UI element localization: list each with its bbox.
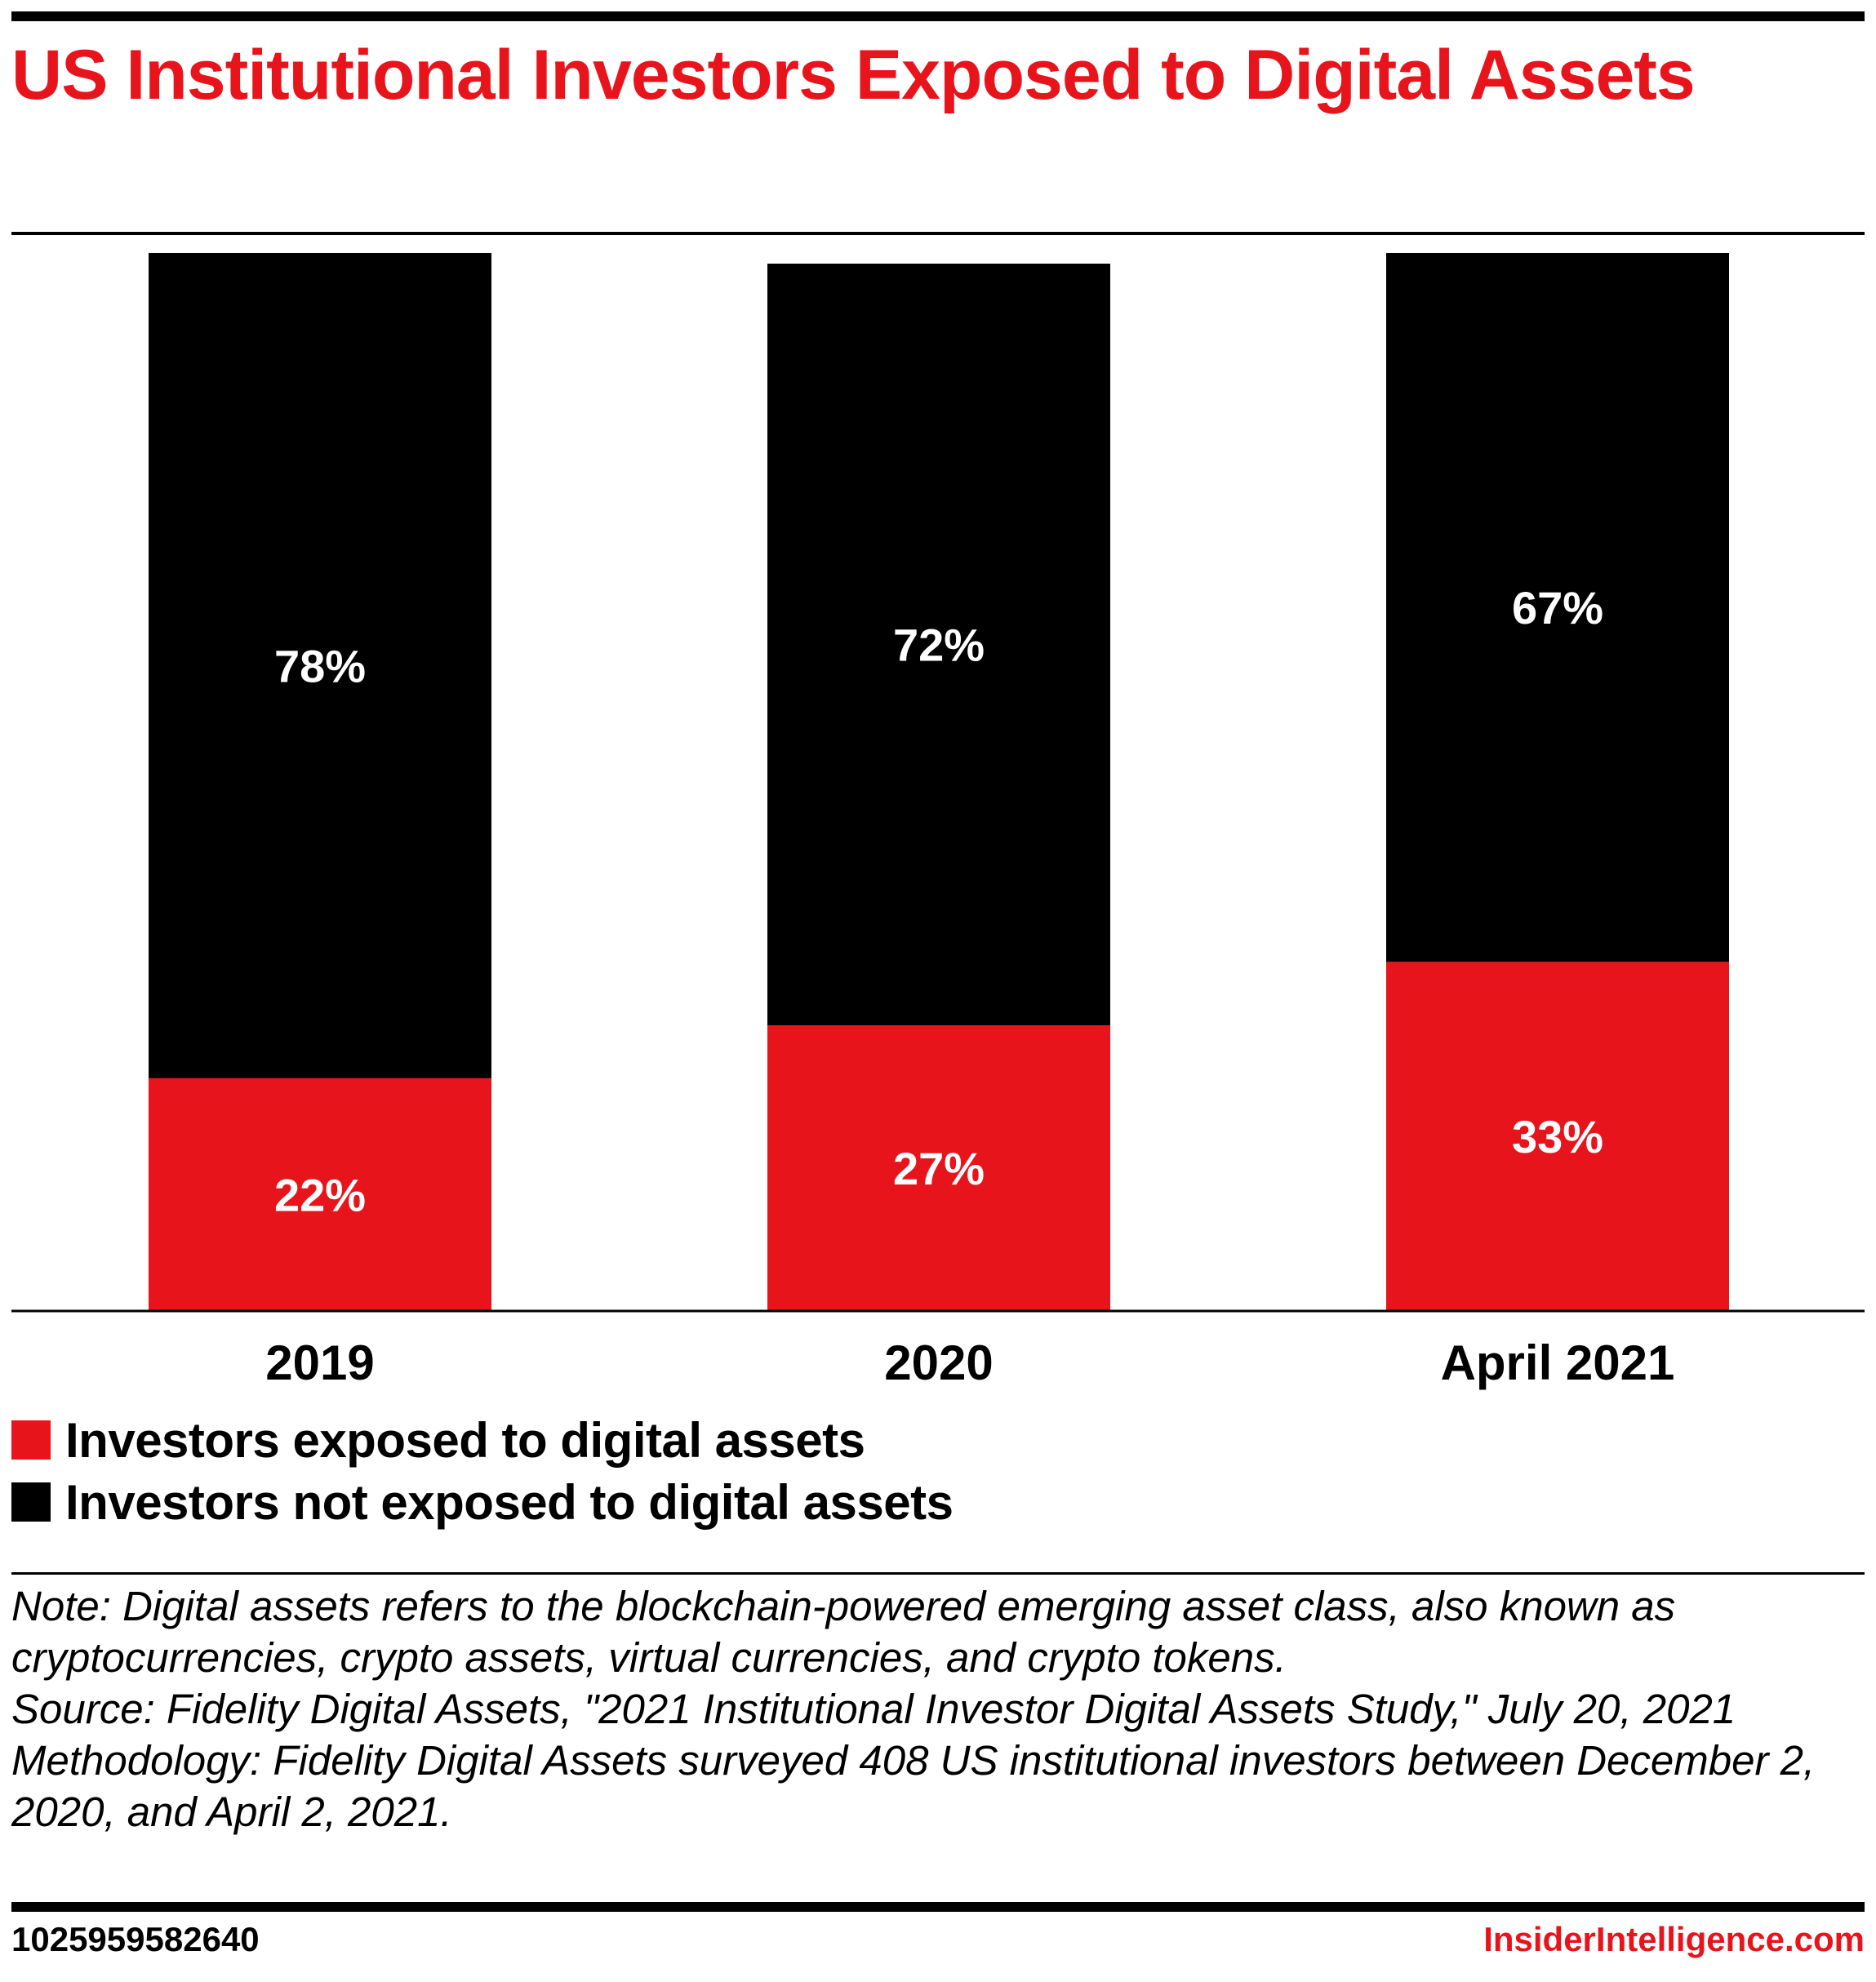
note-text: Note: Digital assets refers to the block…	[11, 1583, 1676, 1681]
legend-label-exposed: Investors exposed to digital assets	[65, 1412, 865, 1468]
bar-exposed-2	[1386, 962, 1729, 1311]
legend-swatch-not-exposed	[11, 1482, 51, 1522]
methodology-text: Methodology: Fidelity Digital Assets sur…	[11, 1737, 1816, 1835]
value-label-not-exposed-0: 78%	[274, 640, 366, 691]
source-text: Source: Fidelity Digital Assets, "2021 I…	[11, 1686, 1736, 1732]
bar-not-exposed-2	[1386, 253, 1729, 962]
notes-block: Note: Digital assets refers to the block…	[11, 1580, 1865, 1838]
chart-id: 1025959582640	[11, 1920, 260, 1958]
legend-label-not-exposed: Investors not exposed to digital assets	[65, 1474, 954, 1530]
category-labels-layer: 2019 2020 April 2021	[265, 1335, 1674, 1390]
notes-divider	[11, 1572, 1865, 1575]
bar-not-exposed-1	[767, 263, 1110, 1026]
footer-rule	[11, 1902, 1865, 1912]
legend-swatch-exposed	[11, 1420, 51, 1460]
value-label-not-exposed-1: 72%	[893, 620, 985, 671]
title-divider	[11, 232, 1865, 235]
stacked-bar-chart: 22% 78% 27% 72% 33% 67% 2019 2020 April 2021	[11, 253, 1865, 1390]
legend: Investors exposed to digital assets Inve…	[11, 1409, 954, 1533]
legend-item-exposed: Investors exposed to digital assets	[11, 1409, 953, 1471]
value-label-exposed-1: 27%	[893, 1143, 985, 1194]
top-rule	[11, 11, 1865, 21]
chart-title: US Institutional Investors Exposed to Di…	[11, 36, 1696, 114]
bar-exposed-0	[149, 1078, 491, 1311]
bar-not-exposed-0	[149, 253, 491, 1078]
bars-layer	[149, 253, 1729, 1311]
category-label-0: 2019	[265, 1335, 374, 1390]
value-label-not-exposed-2: 67%	[1512, 582, 1603, 633]
value-label-exposed-2: 33%	[1512, 1111, 1603, 1162]
value-labels-layer: 22% 78% 27% 72% 33% 67%	[274, 582, 1603, 1220]
value-label-exposed-0: 22%	[274, 1169, 366, 1220]
legend-item-not-exposed: Investors not exposed to digital assets	[11, 1471, 954, 1533]
category-label-2: April 2021	[1441, 1335, 1675, 1390]
bar-exposed-1	[767, 1025, 1110, 1311]
category-label-1: 2020	[884, 1335, 993, 1390]
brand-link[interactable]: InsiderIntelligence.com	[1483, 1920, 1865, 1958]
